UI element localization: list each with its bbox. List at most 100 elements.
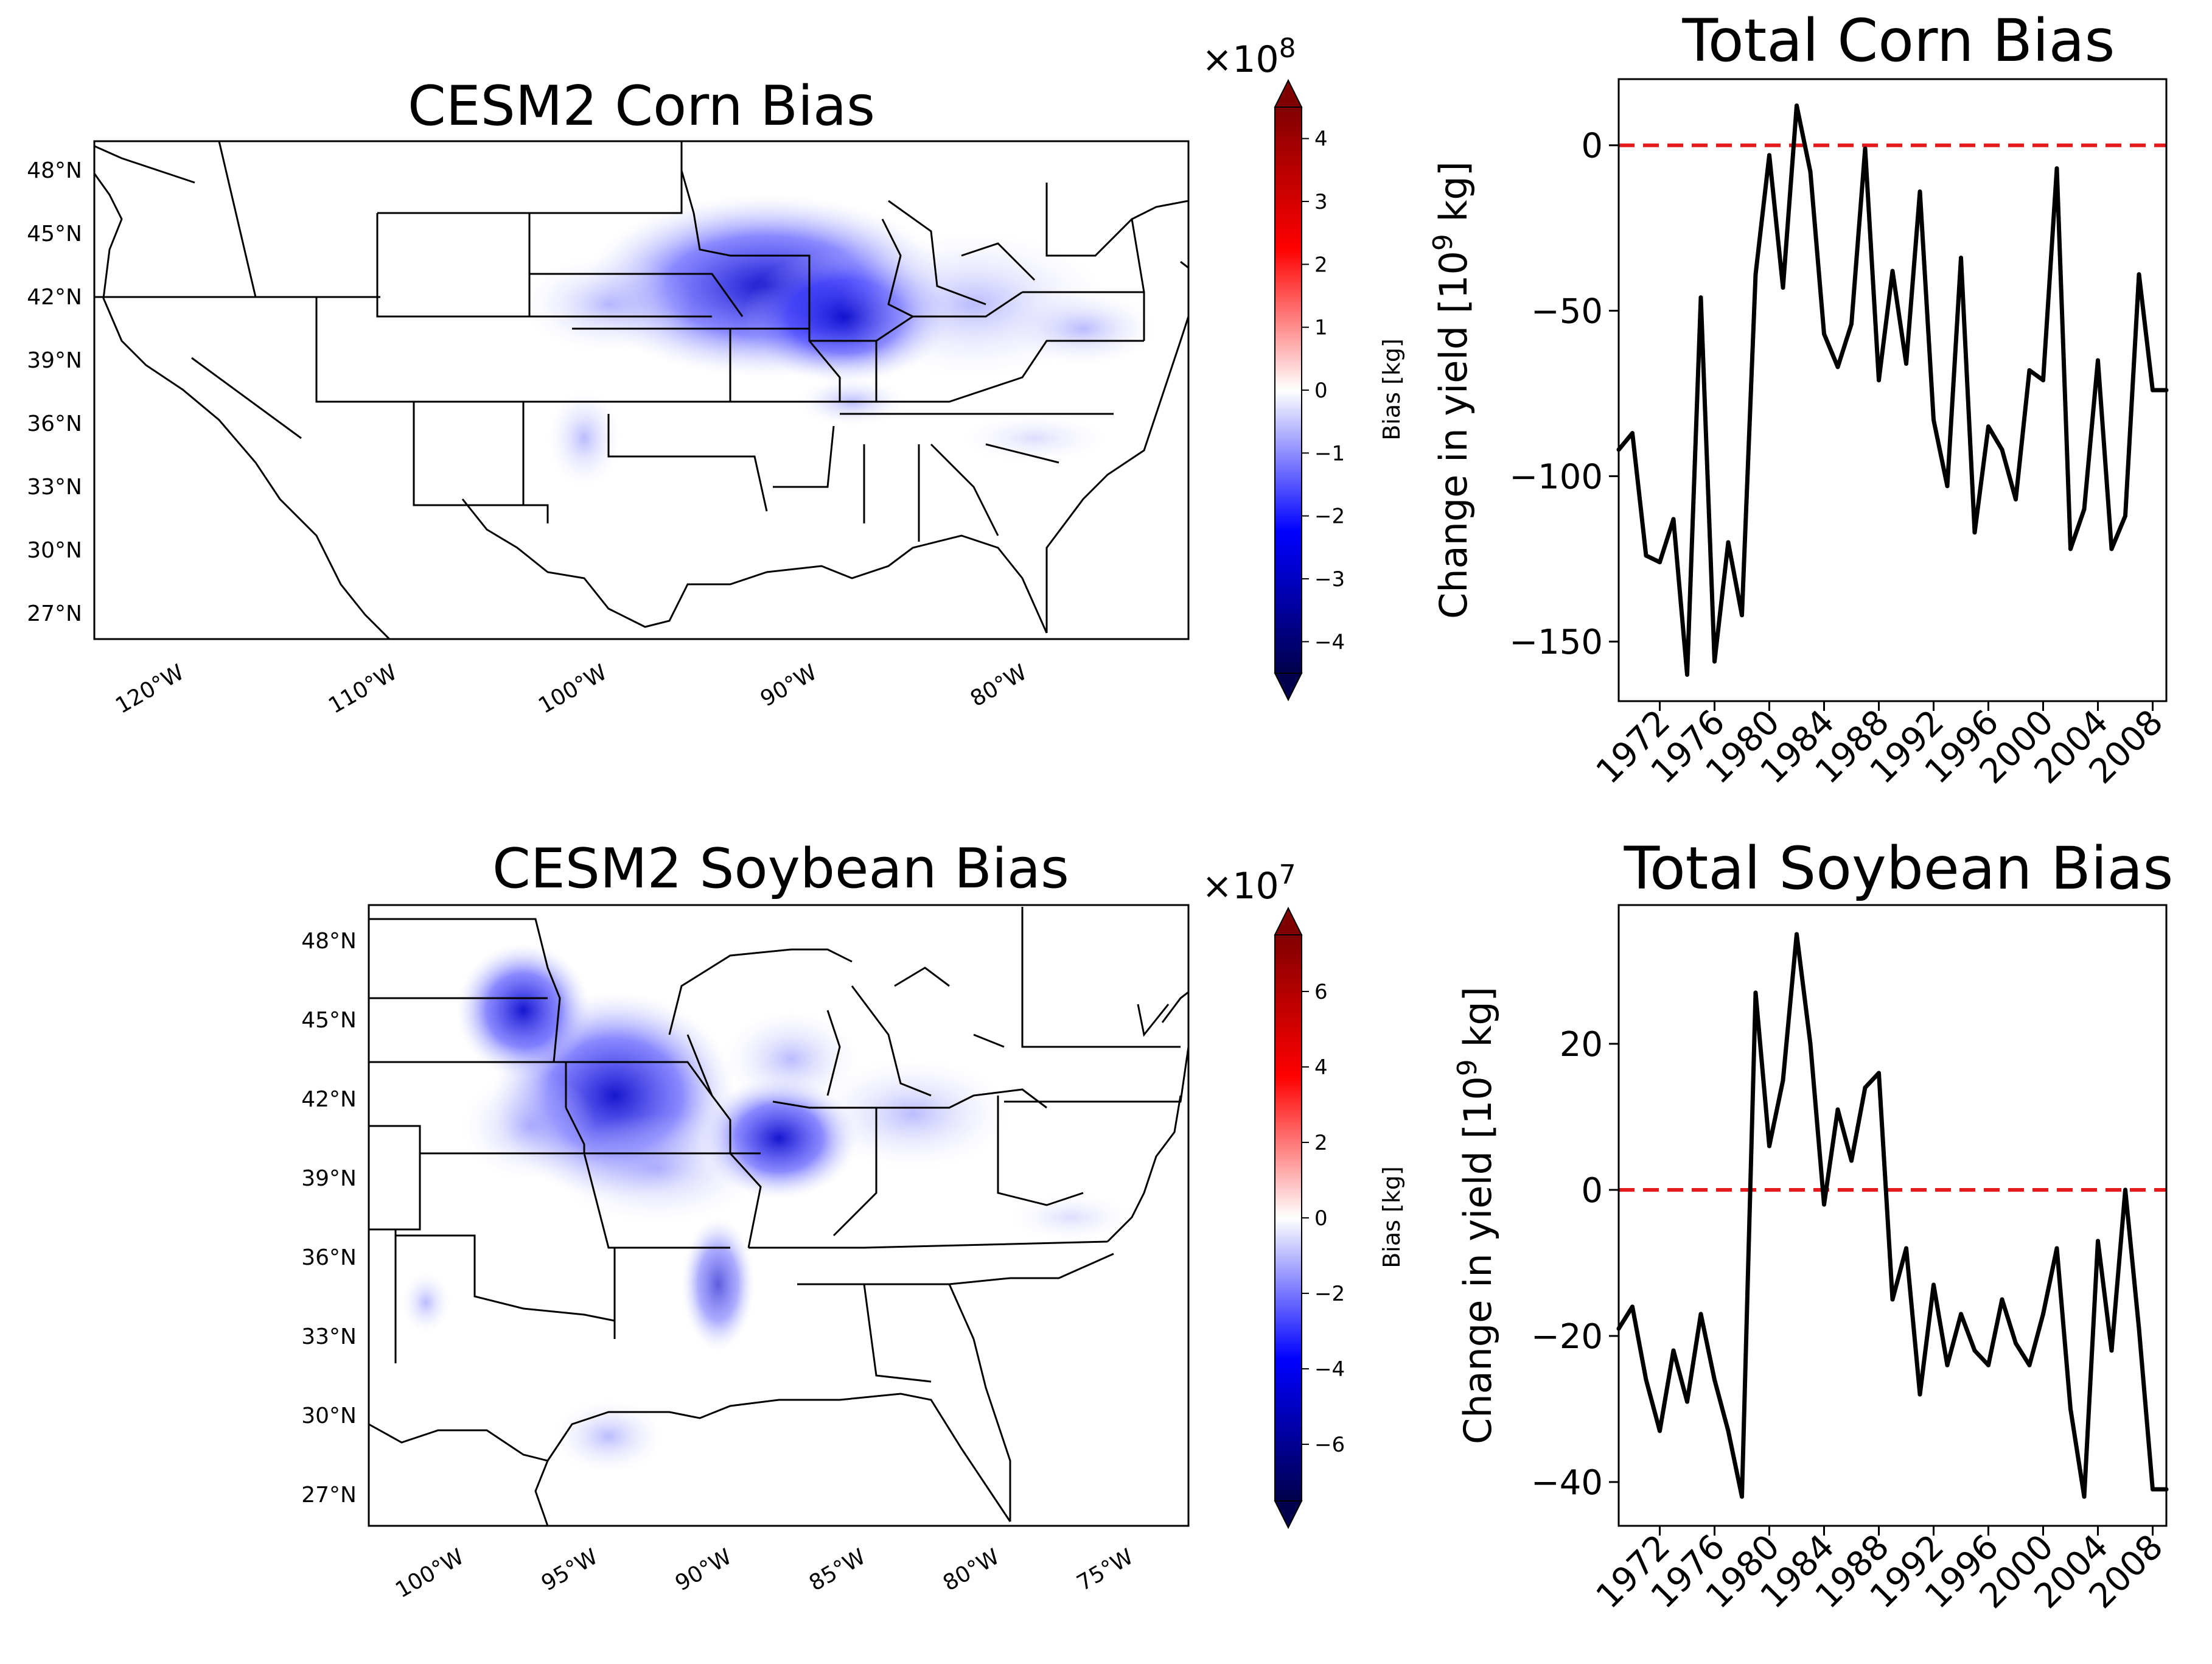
soybean-lat-tick: 39°N: [301, 1166, 357, 1191]
data-point: [1835, 1107, 1840, 1112]
y-tick-label: −150: [1509, 623, 1603, 662]
data-point: [2068, 547, 2073, 551]
corn-colorbar-ticks: 4 3 2 1 0 −1 −2 −3 −4: [1302, 127, 1345, 654]
corn-colorbar-max-extend: [1274, 79, 1303, 108]
corn-chart-frame: [1617, 78, 2168, 702]
corn-lat-tick: 48°N: [27, 158, 82, 183]
data-point: [1849, 1158, 1854, 1163]
data-point: [2068, 1407, 2073, 1411]
corn-lon-tick: 120°W: [111, 660, 188, 719]
data-point: [1740, 1494, 1744, 1499]
soybean-colorbar-exponent: ×107: [1202, 859, 1296, 907]
colorbar-tick-label: −2: [1314, 505, 1345, 529]
colorbar-tick-label: 4: [1314, 1055, 1328, 1080]
colorbar-tick-label: 2: [1314, 253, 1328, 277]
data-point: [2027, 1363, 2032, 1368]
soybean-lat-tick: 45°N: [301, 1008, 357, 1033]
data-point: [1877, 378, 1881, 383]
y-tick-label: −40: [1531, 1463, 1603, 1503]
data-point: [2082, 507, 2087, 512]
data-point: [1630, 1304, 1635, 1309]
data-point: [1822, 1202, 1826, 1207]
data-point: [1986, 424, 1990, 429]
data-point: [1685, 1399, 1689, 1404]
corn-bias-map: CESM2 Corn Bias: [27, 74, 1190, 719]
data-point: [1890, 1297, 1895, 1302]
data-point: [1767, 1144, 1771, 1148]
data-point: [1945, 484, 1950, 489]
corn-map-title: CESM2 Corn Bias: [408, 74, 875, 138]
soybean-map-title: CESM2 Soybean Bias: [492, 837, 1069, 901]
data-point: [2027, 368, 2032, 372]
data-point: [1849, 321, 1854, 326]
data-point: [2123, 1187, 2127, 1192]
colorbar-tick-label: 1: [1314, 316, 1328, 340]
data-point: [1658, 1428, 1662, 1433]
soybean-map-borders: [369, 907, 1188, 1526]
colorbar-tick-label: −6: [1314, 1433, 1345, 1457]
data-point: [1767, 153, 1771, 158]
soybean-series-points: [1616, 932, 2169, 1499]
colorbar-tick-label: −2: [1314, 1282, 1345, 1306]
data-point: [2096, 358, 2100, 363]
soybean-colorbar-min-extend: [1274, 1500, 1303, 1529]
data-point: [2082, 1494, 2087, 1499]
data-point: [1808, 169, 1813, 174]
corn-y-ticks: 0 −50 −100 −150: [1509, 127, 1619, 662]
data-point: [2123, 514, 2127, 519]
data-point: [1863, 146, 1868, 151]
corn-lat-ticks: 48°N 45°N 42°N 39°N 36°N 33°N 30°N 27°N: [27, 158, 82, 626]
soybean-colorbar: ×107 6 4 2 0 −2 −4 −6 Bias [kg]: [1202, 859, 1405, 1529]
data-point: [1890, 268, 1895, 273]
soybean-lat-tick: 42°N: [301, 1087, 357, 1112]
data-point: [1685, 673, 1689, 677]
data-point: [2109, 1348, 2114, 1353]
soybean-y-axis-label: Change in yield [109 kg]: [1452, 987, 1500, 1444]
data-point: [1835, 365, 1840, 369]
soybean-lat-tick: 36°N: [301, 1245, 357, 1270]
colorbar-tick-label: 3: [1314, 190, 1328, 214]
soybean-colorbar-label: Bias [kg]: [1378, 1166, 1405, 1268]
data-point: [1917, 1392, 1922, 1397]
data-point: [1630, 431, 1635, 436]
soybean-lon-tick: 90°W: [671, 1544, 736, 1596]
soybean-lon-tick: 95°W: [537, 1544, 602, 1596]
data-point: [1726, 540, 1731, 545]
soybean-chart-plot-area: [1619, 905, 2166, 1526]
data-point: [1698, 295, 1703, 300]
data-point: [1972, 530, 1977, 535]
data-point: [1781, 1078, 1785, 1083]
soybean-bias-field: [369, 907, 1188, 1526]
corn-series-points: [1616, 103, 2169, 677]
soybean-lat-tick: 27°N: [301, 1483, 357, 1508]
data-point: [1644, 553, 1649, 558]
soybean-colorbar-bar: [1274, 934, 1302, 1501]
corn-chart-title: Total Corn Bias: [1682, 7, 2115, 75]
data-point: [2096, 1239, 2100, 1243]
corn-lat-tick: 30°N: [27, 538, 82, 563]
colorbar-tick-label: 0: [1314, 1206, 1328, 1231]
y-tick-label: 0: [1581, 1171, 1603, 1211]
data-point: [2041, 378, 2045, 383]
corn-colorbar: ×108 4 3 2 1 0 −1 −2 −3 −4 Bias [kg]: [1202, 33, 1405, 702]
corn-lon-ticks: 120°W 110°W 100°W 90°W 80°W: [111, 660, 1031, 719]
colorbar-tick-label: 2: [1314, 1131, 1328, 1155]
soybean-lon-tick: 85°W: [805, 1544, 870, 1596]
corn-total-bias-chart: Total Corn Bias 0 −50 −100 −150 19721976198…: [1428, 7, 2171, 792]
data-point: [1959, 1312, 1963, 1316]
soybean-y-ticks: 20 0 −20 −40: [1531, 1025, 1619, 1503]
data-point: [1972, 1348, 1977, 1353]
y-tick-label: 20: [1560, 1025, 1603, 1064]
y-tick-label: −100: [1509, 457, 1603, 497]
data-point: [1904, 1246, 1908, 1251]
data-point: [1808, 1041, 1813, 1046]
data-point: [1712, 1377, 1717, 1382]
data-point: [2109, 547, 2114, 551]
data-point: [2014, 497, 2018, 502]
data-point: [1671, 517, 1676, 522]
colorbar-tick-label: 6: [1314, 980, 1328, 1004]
colorbar-tick-label: −1: [1314, 441, 1345, 466]
